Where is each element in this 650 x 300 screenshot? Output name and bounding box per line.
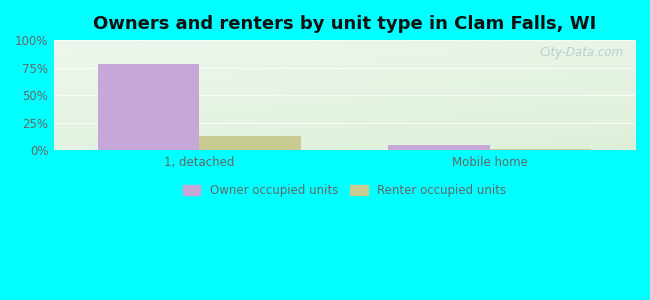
Text: City-Data.com: City-Data.com [540, 46, 623, 59]
Bar [98, 64, 199, 150]
Bar [199, 136, 301, 150]
Title: Owners and renters by unit type in Clam Falls, WI: Owners and renters by unit type in Clam … [93, 15, 596, 33]
Legend: Owner occupied units, Renter occupied units: Owner occupied units, Renter occupied un… [183, 184, 506, 197]
Bar [489, 149, 592, 150]
Bar [388, 145, 489, 150]
